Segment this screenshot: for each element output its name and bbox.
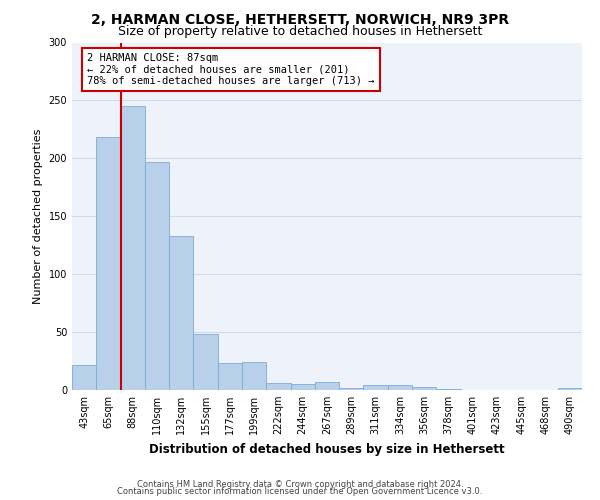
Text: Contains HM Land Registry data © Crown copyright and database right 2024.: Contains HM Land Registry data © Crown c… — [137, 480, 463, 489]
Bar — [558, 388, 582, 390]
Bar — [412, 386, 436, 390]
Bar — [96, 138, 121, 390]
Text: 2 HARMAN CLOSE: 87sqm
← 22% of detached houses are smaller (201)
78% of semi-det: 2 HARMAN CLOSE: 87sqm ← 22% of detached … — [88, 53, 375, 86]
Bar — [290, 384, 315, 390]
X-axis label: Distribution of detached houses by size in Hethersett: Distribution of detached houses by size … — [149, 442, 505, 456]
Text: Contains public sector information licensed under the Open Government Licence v3: Contains public sector information licen… — [118, 487, 482, 496]
Bar — [218, 364, 242, 390]
Bar — [193, 334, 218, 390]
Bar — [315, 382, 339, 390]
Bar — [145, 162, 169, 390]
Bar — [169, 236, 193, 390]
Bar — [339, 388, 364, 390]
Bar — [266, 383, 290, 390]
Bar — [364, 386, 388, 390]
Bar — [72, 364, 96, 390]
Bar — [121, 106, 145, 390]
Bar — [242, 362, 266, 390]
Bar — [388, 386, 412, 390]
Text: 2, HARMAN CLOSE, HETHERSETT, NORWICH, NR9 3PR: 2, HARMAN CLOSE, HETHERSETT, NORWICH, NR… — [91, 12, 509, 26]
Text: Size of property relative to detached houses in Hethersett: Size of property relative to detached ho… — [118, 25, 482, 38]
Y-axis label: Number of detached properties: Number of detached properties — [33, 128, 43, 304]
Bar — [436, 389, 461, 390]
